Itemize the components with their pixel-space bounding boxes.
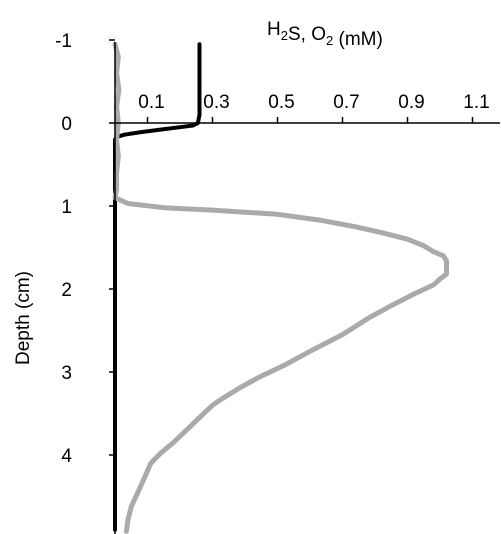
x-tick-label: 0.5: [268, 92, 294, 113]
y-tick-label: 2: [61, 280, 72, 301]
x-tick-label: 0.3: [203, 92, 229, 113]
x-tick-label: 0.1: [138, 92, 164, 113]
y-axis-label: Depth (cm): [13, 271, 34, 365]
y-tick-label: 4: [61, 446, 72, 467]
x-tick-label: 0.7: [333, 92, 359, 113]
y-tick-label: 1: [61, 197, 72, 218]
x-axis-label-subscript: 2: [326, 33, 333, 48]
y-tick-label: 0: [61, 114, 72, 135]
x-axis-label-part: S, O: [288, 24, 326, 45]
x-axis-label-part: (mM): [333, 29, 383, 50]
y-tick-label: 3: [61, 363, 72, 384]
x-axis-label: H2S, O2 (mM): [267, 19, 383, 50]
x-tick-label: 1.1: [463, 92, 489, 113]
y-tick-label: -1: [55, 31, 72, 52]
h2s-o2-profile-gray-line: [112, 41, 449, 534]
x-axis-label-subscript: 2: [281, 28, 288, 43]
x-axis-label-part: H: [267, 19, 281, 40]
x-tick-label: 0.9: [398, 92, 424, 113]
